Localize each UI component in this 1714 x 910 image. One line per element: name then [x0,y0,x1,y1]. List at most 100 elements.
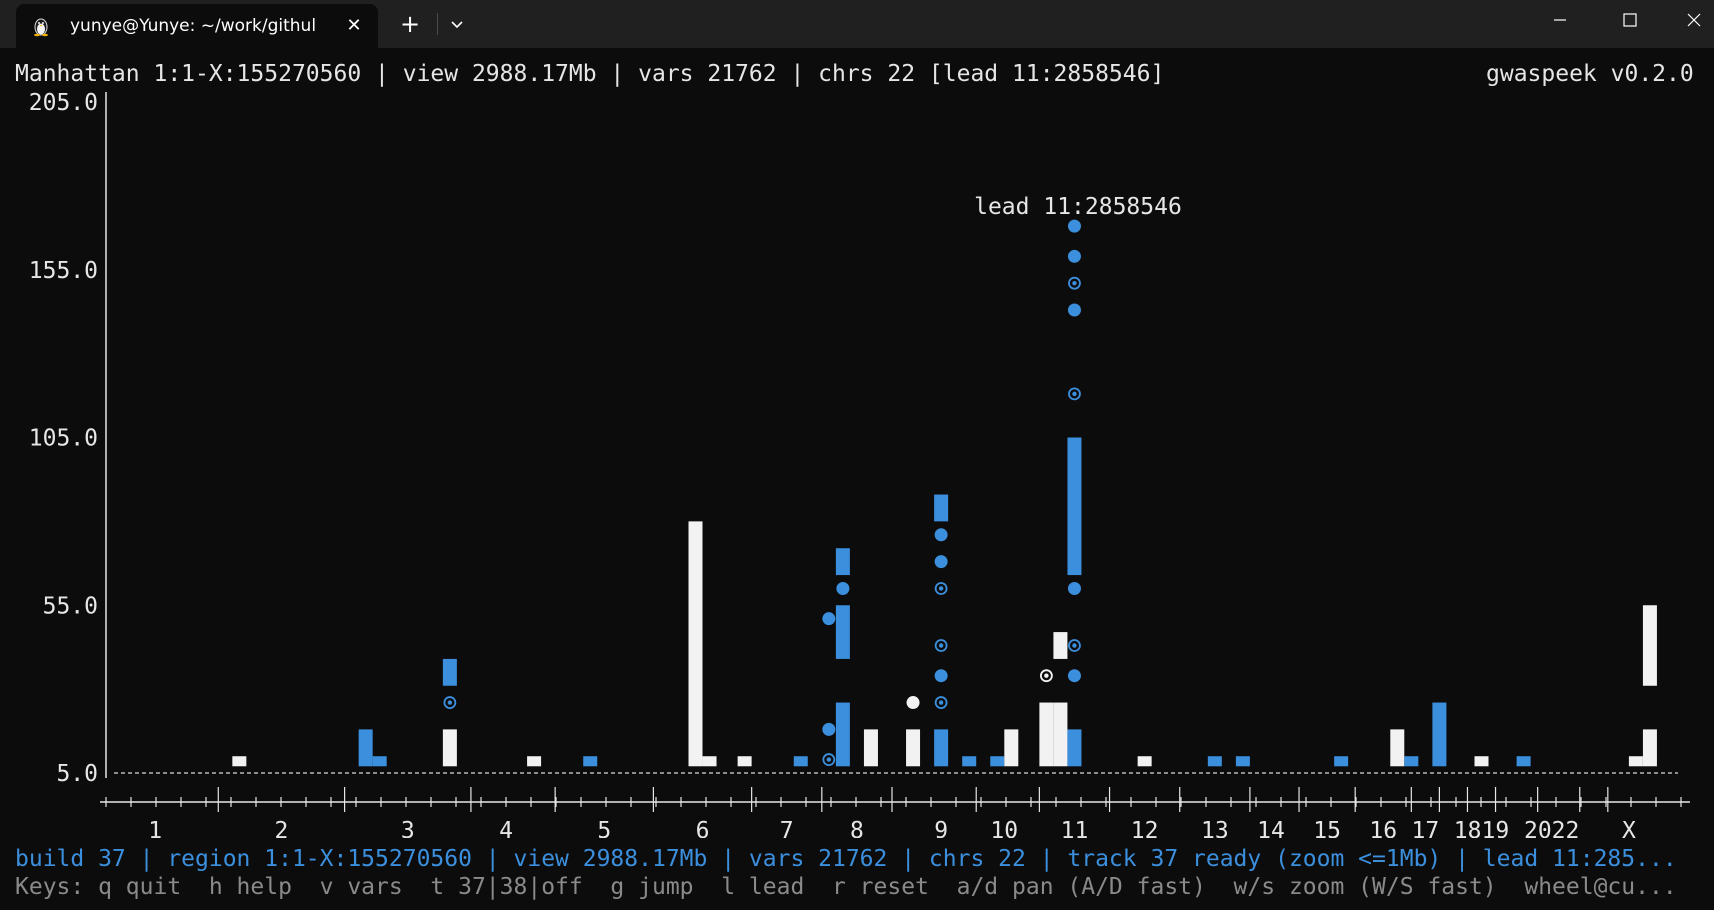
significance-bar [1067,729,1082,767]
variant-point [934,555,948,569]
significance-bar [1390,729,1405,767]
significance-bar [793,756,808,767]
chromosome-label: 10 [990,818,1018,838]
variant-point-ring [1039,669,1053,683]
minimize-icon[interactable] [1530,0,1590,40]
linux-penguin-icon [34,18,48,37]
variant-point [1067,219,1081,233]
significance-bar [372,756,387,767]
variant-point-ring-center [938,586,944,591]
significance-bar [1642,729,1657,767]
significance-bar [583,756,598,767]
status-bar: build 37 | region 1:1-X:155270560 | view… [15,846,1677,872]
variant-point-ring [822,753,836,766]
significance-bar [1404,756,1419,767]
significance-bar [702,756,717,767]
significance-bar [1516,756,1531,767]
significance-bar [1207,756,1222,767]
significance-bar [1628,756,1643,767]
significance-bar [835,548,850,576]
chromosome-label: 1819 [1454,818,1509,838]
chromosome-label: 6 [696,818,710,838]
significance-bar [442,729,457,767]
variant-point-ring-center [938,700,944,705]
variant-point [934,528,948,542]
chromosome-label: X [1622,818,1636,838]
variant-point-ring-center [447,700,453,705]
close-window-icon[interactable] [1664,0,1714,40]
variant-point [836,581,850,595]
significance-bar [1474,756,1489,767]
significance-bar [835,605,850,659]
variant-point-ring [934,582,948,595]
variant-point-ring [1068,276,1081,290]
significance-bar [1137,756,1152,767]
variant-point [1067,249,1081,263]
chromosome-label: 2022 [1524,818,1579,838]
variant-point-ring-center [938,643,944,648]
variant-point [822,612,836,626]
variant-point [822,722,836,736]
y-tick-label: 55.0 [43,593,98,619]
tab-divider [437,13,438,35]
chromosome-label: 4 [499,818,513,838]
significance-bar [1039,702,1054,767]
tab-close-icon[interactable]: ✕ [346,15,362,36]
significance-bar [1432,702,1447,767]
variant-point-ring-center [1072,280,1077,286]
chromosome-label: 2 [275,818,289,838]
significance-bar [688,521,703,767]
y-tick-label: 155.0 [29,258,98,284]
variant-point-ring-center [826,757,832,762]
variant-point [1067,303,1081,317]
variant-point-ring [1068,387,1081,401]
new-tab-button[interactable]: + [395,9,425,39]
title-bar: yunye@Yunye: ~/work/githul ✕ + [0,0,1714,48]
key-help-bar: Keys: q quit h help v vars t 37|38|off g… [15,874,1677,900]
significance-bar [1053,702,1068,767]
chromosome-label: 15 [1313,818,1341,838]
chromosome-label: 1 [148,818,162,838]
chromosome-label: 8 [850,818,864,838]
significance-bar [906,729,921,767]
chromosome-label: 12 [1131,818,1159,838]
chromosome-label: 17 [1412,818,1440,838]
significance-bar [934,729,949,767]
y-tick-label: 5.0 [56,761,98,787]
variant-point [934,669,948,683]
chromosome-label: 7 [780,818,794,838]
maximize-icon[interactable] [1600,0,1660,40]
variant-point-ring [1068,639,1081,652]
significance-bar [990,756,1005,767]
plus-icon: + [399,10,421,38]
significance-bar [962,756,977,767]
significance-bar [1642,605,1657,686]
variant-point [1067,581,1081,595]
variant-point [1067,669,1081,683]
plot-header: Manhattan 1:1-X:155270560 | view 2988.17… [15,61,1165,87]
variant-point-ring [934,696,948,709]
app-version: gwaspeek v0.2.0 [1486,61,1694,87]
chromosome-label: 5 [597,818,611,838]
significance-bar [1235,756,1250,767]
significance-bar [1053,632,1068,659]
chromosome-label: 11 [1061,818,1089,838]
significance-bar [863,729,878,767]
variant-point-ring-center [1044,673,1049,678]
y-tick-label: 105.0 [29,426,98,452]
significance-bar [934,494,949,522]
significance-bar [527,756,542,767]
variant-point-ring [934,639,948,652]
significance-bar [1334,756,1349,767]
tab-title: yunye@Yunye: ~/work/githul [70,16,317,36]
chevron-down-icon[interactable] [442,9,472,39]
y-tick-label: 205.0 [29,90,98,116]
variant-point-ring-center [1072,391,1077,397]
significance-bar [1004,729,1019,767]
lead-annotation: lead 11:2858546 [974,194,1182,220]
chromosome-label: 3 [401,818,415,838]
terminal-tab[interactable]: yunye@Yunye: ~/work/githul ✕ [16,4,378,48]
chromosome-label: 16 [1369,818,1397,838]
significance-bar [232,756,247,767]
